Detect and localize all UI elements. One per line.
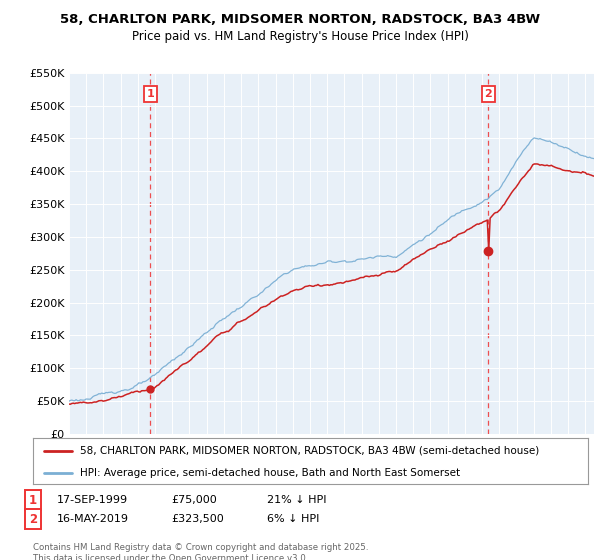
Text: 21% ↓ HPI: 21% ↓ HPI [267,495,326,505]
Text: 58, CHARLTON PARK, MIDSOMER NORTON, RADSTOCK, BA3 4BW: 58, CHARLTON PARK, MIDSOMER NORTON, RADS… [60,13,540,26]
Text: 6% ↓ HPI: 6% ↓ HPI [267,514,319,524]
Text: 58, CHARLTON PARK, MIDSOMER NORTON, RADSTOCK, BA3 4BW (semi-detached house): 58, CHARLTON PARK, MIDSOMER NORTON, RADS… [80,446,539,456]
Text: 1: 1 [29,493,37,507]
Text: £75,000: £75,000 [171,495,217,505]
Text: 2: 2 [485,89,493,99]
Text: Price paid vs. HM Land Registry's House Price Index (HPI): Price paid vs. HM Land Registry's House … [131,30,469,43]
Text: HPI: Average price, semi-detached house, Bath and North East Somerset: HPI: Average price, semi-detached house,… [80,468,460,478]
Text: Contains HM Land Registry data © Crown copyright and database right 2025.
This d: Contains HM Land Registry data © Crown c… [33,543,368,560]
Text: £323,500: £323,500 [171,514,224,524]
Text: 2: 2 [29,512,37,526]
Text: 16-MAY-2019: 16-MAY-2019 [57,514,129,524]
Text: 17-SEP-1999: 17-SEP-1999 [57,495,128,505]
Text: 1: 1 [146,89,154,99]
